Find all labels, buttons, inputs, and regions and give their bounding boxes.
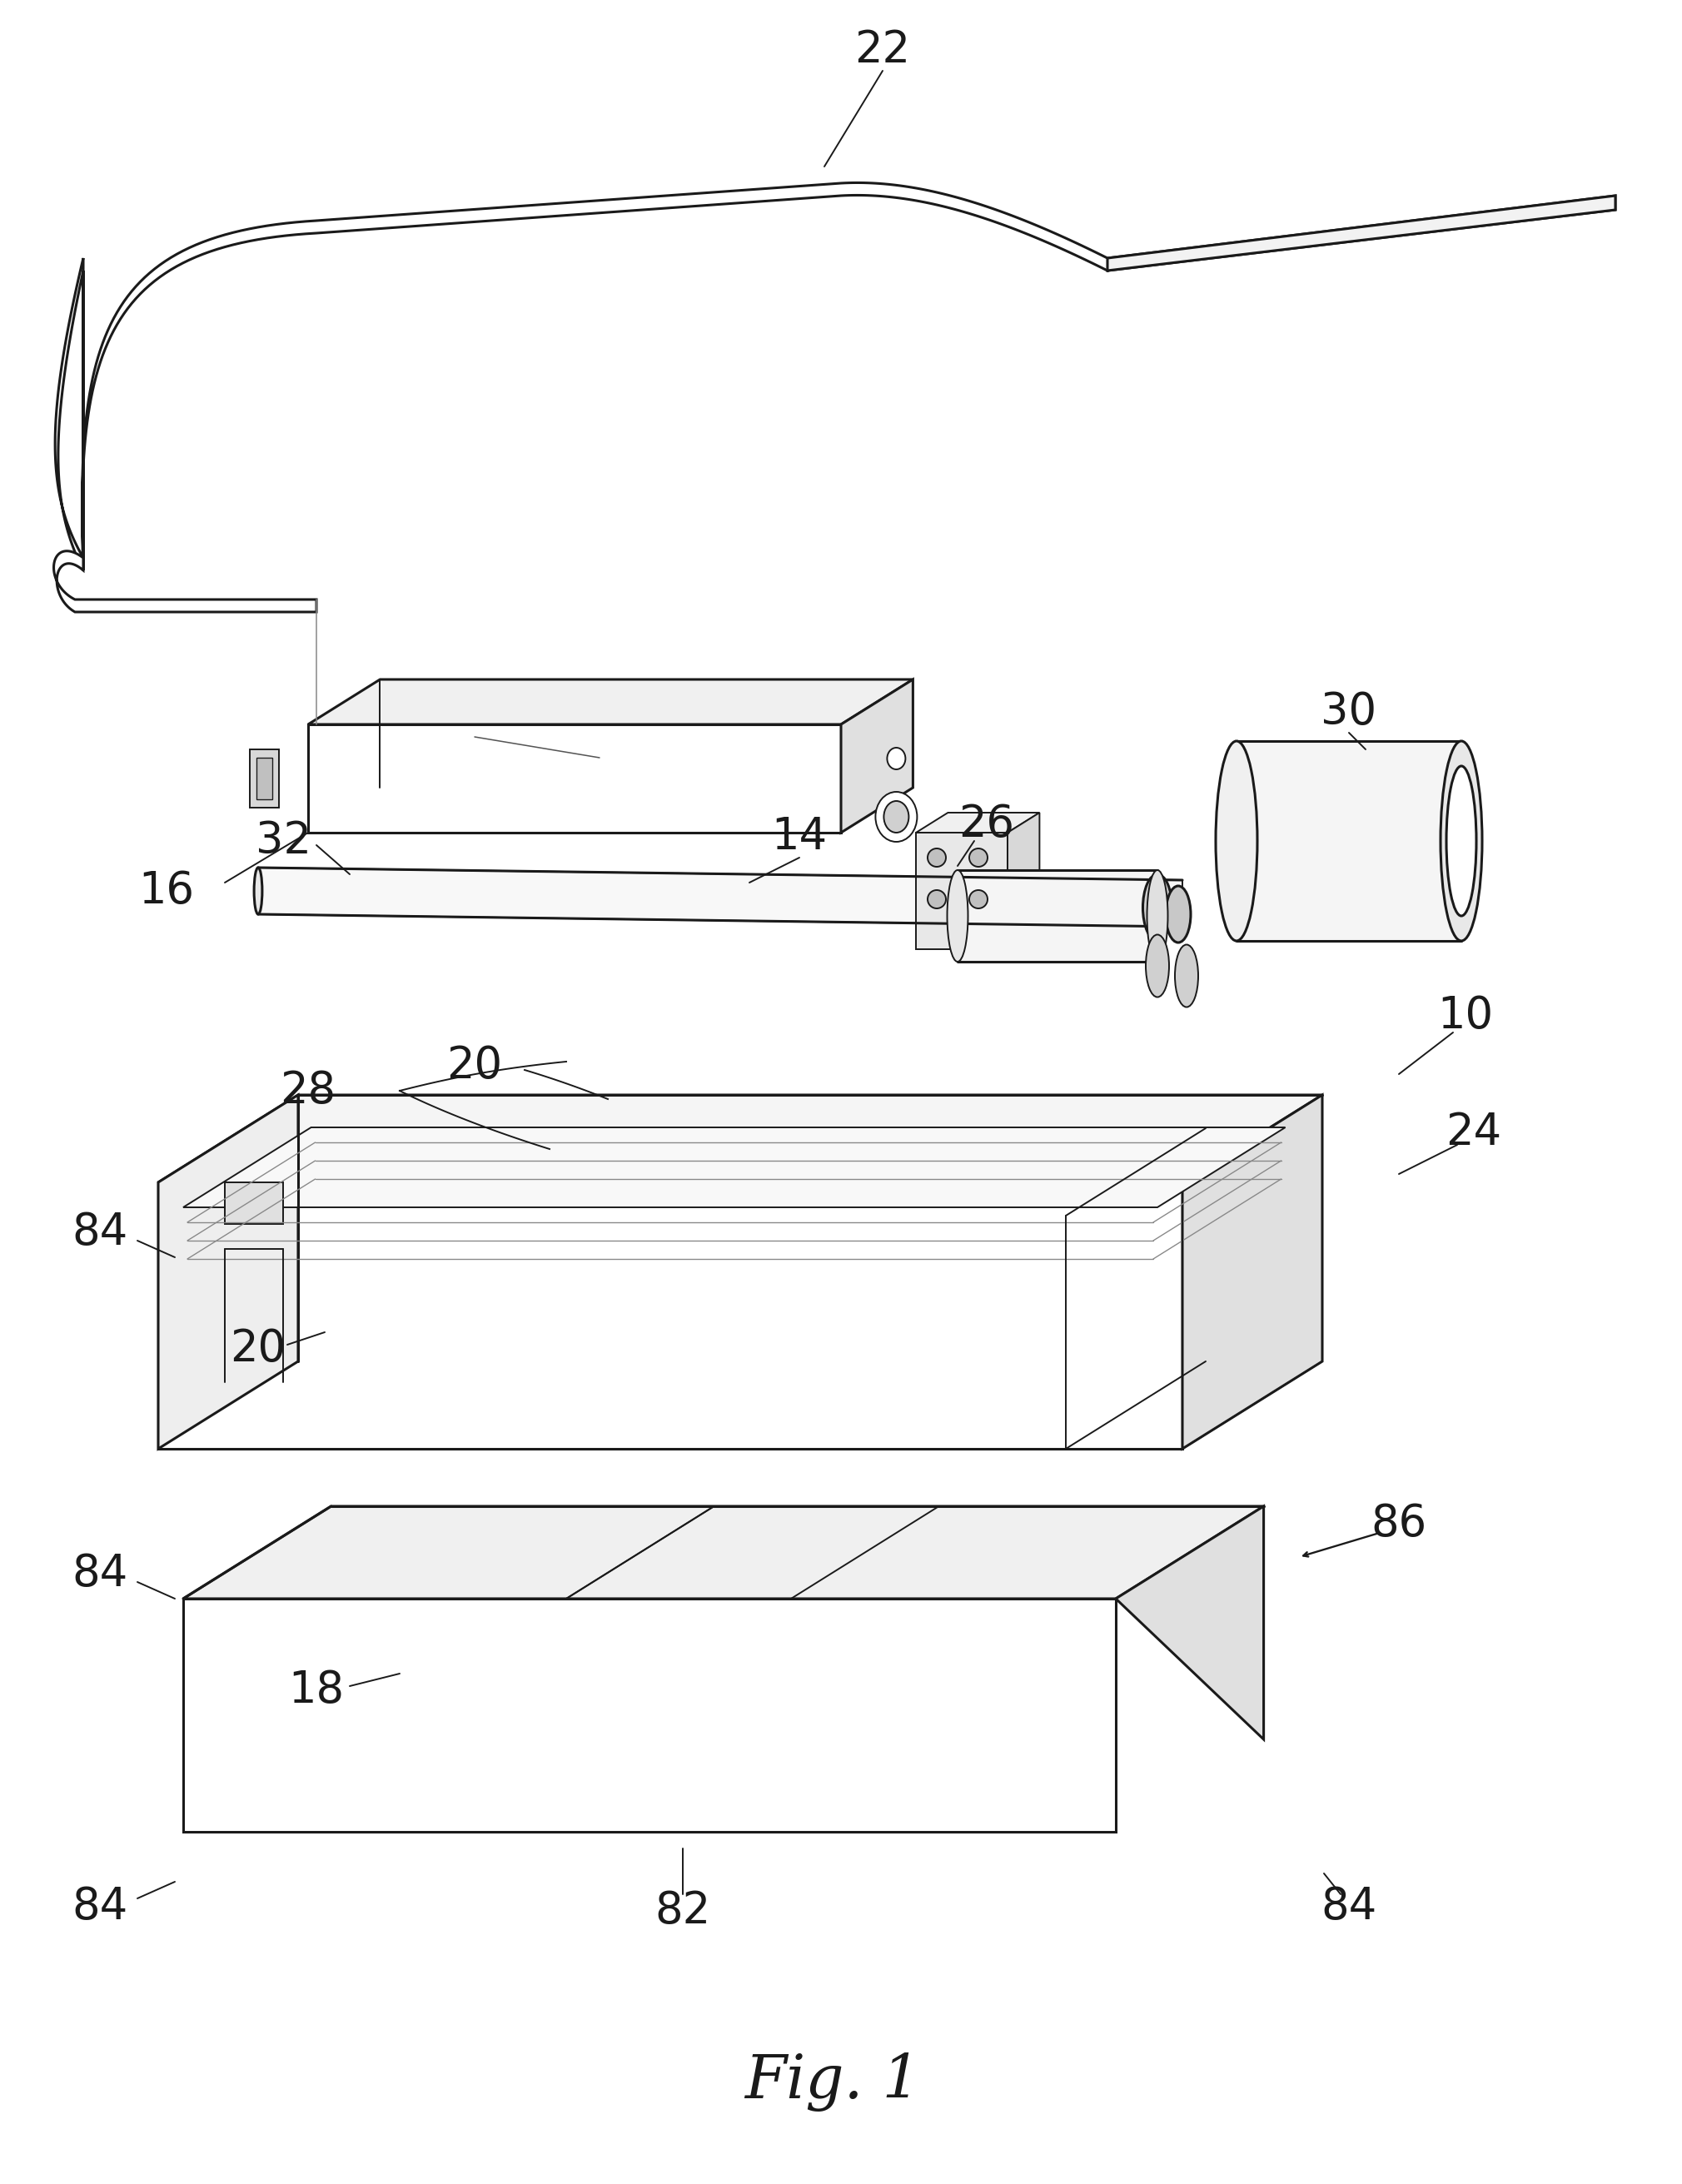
- Ellipse shape: [1440, 740, 1482, 941]
- Text: 16: 16: [138, 869, 195, 913]
- Ellipse shape: [969, 847, 987, 867]
- Ellipse shape: [1447, 767, 1477, 915]
- Text: 30: 30: [1320, 690, 1378, 734]
- Text: 84: 84: [72, 1553, 128, 1594]
- Polygon shape: [56, 183, 1615, 570]
- Ellipse shape: [875, 793, 917, 841]
- Ellipse shape: [883, 802, 908, 832]
- Text: 86: 86: [1371, 1503, 1426, 1546]
- Polygon shape: [251, 749, 279, 808]
- Polygon shape: [308, 725, 841, 832]
- Ellipse shape: [947, 869, 967, 961]
- Text: 82: 82: [654, 1889, 711, 1933]
- Polygon shape: [841, 679, 913, 832]
- Polygon shape: [917, 812, 1039, 832]
- Polygon shape: [1107, 197, 1615, 271]
- Text: 24: 24: [1447, 1112, 1502, 1153]
- Polygon shape: [256, 758, 272, 799]
- Text: 26: 26: [959, 804, 1014, 845]
- Polygon shape: [54, 550, 316, 612]
- Ellipse shape: [1216, 740, 1258, 941]
- Polygon shape: [1182, 1094, 1322, 1448]
- Polygon shape: [1115, 1507, 1263, 1738]
- Polygon shape: [567, 1507, 715, 1599]
- Polygon shape: [957, 869, 1157, 961]
- Polygon shape: [183, 1507, 1263, 1599]
- Polygon shape: [183, 1599, 1115, 1832]
- Polygon shape: [158, 1094, 298, 1448]
- Polygon shape: [1236, 740, 1462, 941]
- Text: Fig. 1: Fig. 1: [745, 2053, 920, 2112]
- Polygon shape: [917, 832, 1008, 950]
- Text: 14: 14: [772, 815, 828, 858]
- Text: 32: 32: [256, 819, 311, 863]
- Text: 18: 18: [289, 1669, 345, 1712]
- Ellipse shape: [927, 891, 945, 909]
- Polygon shape: [1008, 812, 1039, 950]
- Text: 10: 10: [1438, 994, 1494, 1037]
- Text: 22: 22: [854, 28, 910, 72]
- Polygon shape: [158, 1182, 1182, 1448]
- Ellipse shape: [1145, 935, 1169, 998]
- Ellipse shape: [1166, 887, 1191, 943]
- Text: 84: 84: [1320, 1885, 1378, 1928]
- Text: 84: 84: [72, 1885, 128, 1928]
- Ellipse shape: [886, 747, 905, 769]
- Polygon shape: [183, 1127, 1285, 1208]
- Ellipse shape: [1147, 869, 1167, 961]
- Polygon shape: [158, 1094, 1322, 1182]
- Text: 84: 84: [72, 1210, 128, 1254]
- Text: 20: 20: [230, 1328, 286, 1372]
- Text: 28: 28: [281, 1070, 336, 1112]
- Text: 20: 20: [447, 1044, 503, 1088]
- Polygon shape: [308, 679, 913, 725]
- Ellipse shape: [1142, 874, 1172, 941]
- Ellipse shape: [254, 867, 262, 915]
- Ellipse shape: [969, 891, 987, 909]
- Ellipse shape: [927, 847, 945, 867]
- Polygon shape: [257, 867, 1182, 926]
- Polygon shape: [225, 1182, 283, 1223]
- Ellipse shape: [1176, 946, 1198, 1007]
